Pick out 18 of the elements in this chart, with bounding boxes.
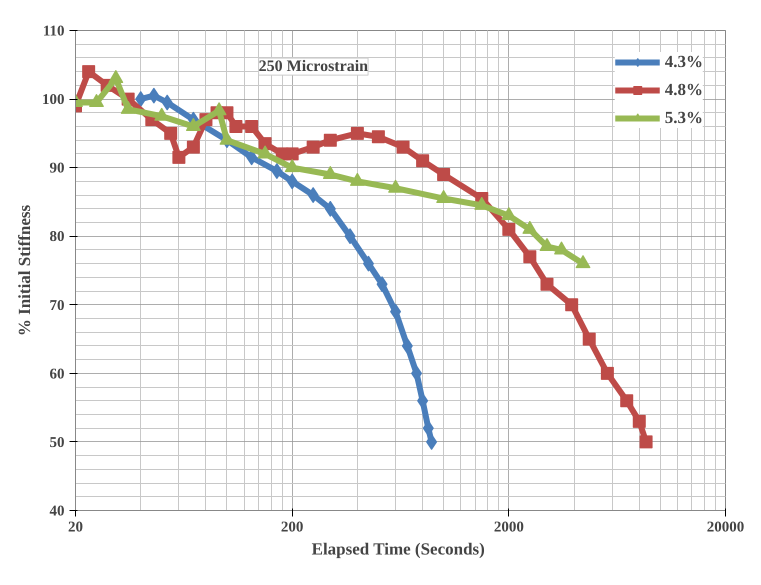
y-tick-label: 60: [50, 366, 64, 382]
x-axis-title: Elapsed Time (Seconds): [312, 540, 485, 558]
x-tick-label: 20000: [706, 520, 744, 536]
x-tick-label: 20: [68, 520, 83, 536]
x-tick-label: 200: [280, 520, 304, 536]
y-tick-label: 40: [50, 504, 64, 520]
y-tick-label: 80: [50, 229, 64, 246]
annotation: 250 Microstrain: [258, 58, 368, 76]
legend-label: 4.8%: [664, 80, 703, 100]
y-tick-label: 70: [50, 298, 64, 314]
y-tick-label: 50: [50, 434, 64, 451]
legend-label: 5.3%: [664, 108, 703, 128]
y-tick-label: 100: [42, 92, 64, 108]
x-tick-label: 2000: [494, 520, 524, 536]
legend-label: 4.3%: [664, 52, 703, 72]
y-tick-label: 110: [42, 24, 65, 40]
y-axis-title: % Initial Stiffness: [15, 204, 34, 336]
y-tick-label: 90: [50, 160, 64, 177]
